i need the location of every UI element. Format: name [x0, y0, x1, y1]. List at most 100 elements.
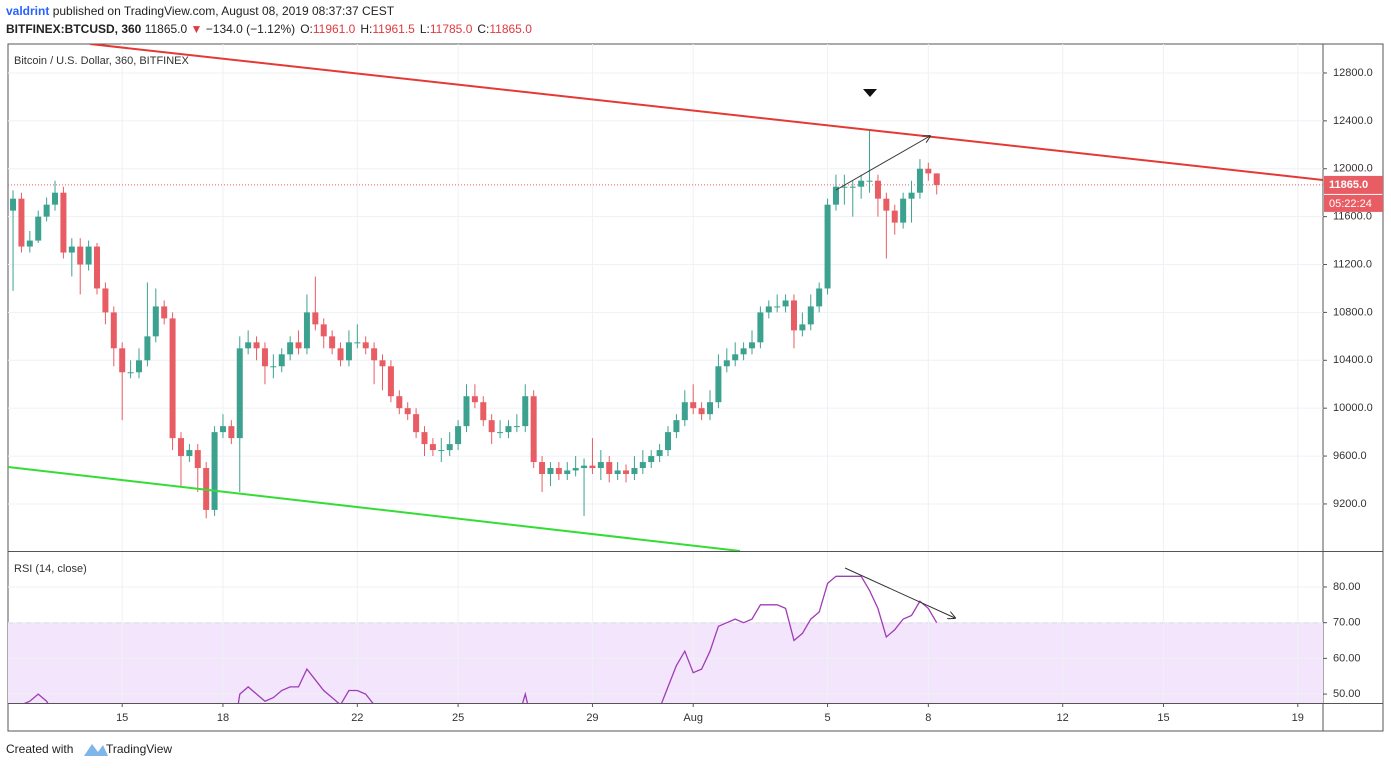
candle-body: [127, 372, 134, 374]
candle-body: [765, 306, 772, 313]
candle-body: [740, 348, 747, 355]
rsi-pane: [8, 552, 1323, 703]
candle-body: [429, 444, 436, 451]
axes: 9200.0 9600.0 10000.0 10400.0 10800.0 11200.0…: [116, 67, 1383, 724]
countdown: 05:22:24: [1329, 198, 1372, 210]
candle-body: [732, 354, 739, 361]
candle-body: [748, 342, 755, 349]
candle-body: [497, 432, 504, 434]
candle-body: [177, 438, 184, 457]
candle-body: [589, 465, 596, 469]
ohlc-value: 11961.5: [372, 22, 415, 36]
candle-body: [329, 336, 336, 349]
x-tick-label: 8: [925, 712, 931, 724]
candle-body: [832, 186, 839, 205]
ohlc-value: 11961.0: [313, 22, 356, 36]
y-tick-label: 70.00: [1333, 617, 1361, 629]
candle-body: [261, 348, 268, 367]
candle-body: [85, 246, 92, 265]
arrow: ▼: [191, 22, 203, 36]
y-tick-label: 11600.0: [1333, 211, 1372, 223]
y-tick-label: 80.00: [1333, 581, 1361, 593]
candle-body: [312, 312, 319, 325]
footer-brand[interactable]: TradingView: [106, 742, 172, 756]
candle-body: [43, 204, 50, 217]
published: published on TradingView.com, August 08,…: [53, 4, 395, 18]
candle-body: [413, 414, 420, 433]
candle-body: [245, 342, 252, 349]
candle-body: [690, 402, 697, 409]
candle-body: [891, 210, 898, 223]
candle-body: [824, 204, 831, 289]
candle-body: [513, 426, 520, 428]
candle-body: [320, 324, 327, 337]
x-tick-label: Aug: [683, 712, 703, 724]
candle-body: [10, 198, 17, 211]
candle-body: [354, 342, 361, 344]
trend-arrow[interactable]: [835, 136, 930, 191]
ohlc-key: L:: [420, 22, 430, 36]
x-tick-label: 12: [1057, 712, 1069, 724]
candle-body: [707, 402, 714, 415]
candle-body: [547, 468, 554, 475]
candle-body: [522, 396, 529, 427]
y-tick-label: 10000.0: [1333, 402, 1373, 414]
candle-body: [841, 186, 848, 188]
candle-body: [404, 408, 411, 415]
ohlc-value: 11785.0: [430, 22, 473, 36]
y-tick-label: 9600.0: [1333, 450, 1367, 462]
y-tick-label: 10800.0: [1333, 306, 1373, 318]
header-line-1: valdrint published on TradingView.com, A…: [6, 4, 395, 18]
candle-body: [463, 396, 470, 427]
candle-body: [228, 426, 235, 439]
candle-body: [505, 426, 512, 433]
candle-body: [790, 300, 797, 331]
candle-body: [303, 312, 310, 349]
candle-body: [782, 300, 789, 307]
last-price-label: 11865.0: [1329, 179, 1368, 191]
y-tick-label: 11200.0: [1333, 258, 1372, 270]
x-tick-label: 29: [586, 712, 598, 724]
candle-body: [471, 396, 478, 403]
ohlc-value: 11865.0: [489, 22, 532, 36]
resistance-line[interactable]: [89, 44, 1323, 181]
candle-body: [799, 324, 806, 331]
candle-body: [52, 192, 59, 205]
candle-body: [480, 402, 487, 421]
author[interactable]: valdrint: [6, 4, 49, 18]
price: 11865.0: [145, 22, 188, 36]
candle-body: [858, 180, 865, 187]
candle-body: [194, 450, 201, 469]
candle-body: [110, 312, 117, 349]
candle-body: [564, 470, 571, 475]
ohlc: O:11961.0 H:11961.5 L:11785.0 C:11865.0: [300, 22, 532, 36]
support-line[interactable]: [8, 466, 741, 551]
candle-body: [623, 470, 630, 475]
candle-body: [438, 450, 445, 452]
candle-body: [211, 432, 218, 510]
candle-body: [555, 468, 562, 475]
x-tick-label: 19: [1292, 712, 1304, 724]
candle-body: [362, 342, 369, 349]
footer-text: Created with: [6, 742, 73, 756]
ohlc-key: C:: [477, 22, 489, 36]
candle-body: [757, 312, 764, 343]
candle-body: [152, 306, 159, 337]
candle-body: [639, 462, 646, 469]
candle-body: [345, 342, 352, 361]
candle-body: [379, 360, 386, 367]
candle-body: [572, 468, 579, 471]
candle-body: [849, 186, 856, 188]
candle-body: [119, 348, 126, 373]
ohlc-key: H:: [360, 22, 372, 36]
x-tick-label: 5: [825, 712, 831, 724]
candle-body: [455, 426, 462, 445]
candle-body: [774, 306, 781, 308]
rsi-trend-arrow[interactable]: [844, 567, 955, 618]
rsi-title: RSI (14, close): [14, 563, 87, 575]
candle-body: [816, 288, 823, 307]
candle-body: [606, 462, 613, 475]
candle-body: [681, 402, 688, 421]
candle-body: [253, 342, 260, 349]
